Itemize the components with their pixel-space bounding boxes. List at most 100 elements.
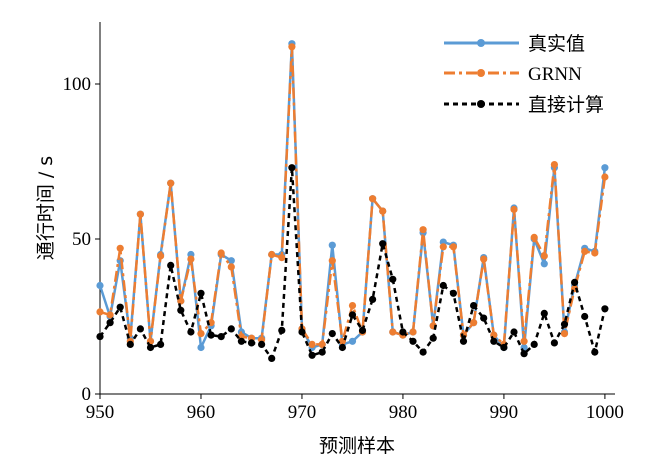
data-point-grnn	[540, 252, 548, 260]
data-point-grnn	[106, 311, 114, 319]
data-point-grnn	[439, 243, 447, 251]
data-point-actual	[540, 260, 548, 268]
data-point-grnn	[419, 226, 427, 234]
data-point-direct	[328, 330, 336, 338]
data-point-direct	[197, 289, 205, 297]
legend-label-grnn: GRNN	[528, 64, 582, 85]
data-point-grnn	[530, 233, 538, 241]
data-point-grnn	[601, 173, 609, 181]
data-point-direct	[571, 278, 579, 286]
x-ticks: 950 960 970 980 990 1000	[86, 394, 624, 423]
data-point-grnn	[167, 179, 175, 187]
data-point-grnn	[197, 330, 205, 338]
data-point-grnn	[288, 43, 296, 51]
data-point-direct	[237, 337, 245, 345]
data-point-direct	[480, 314, 488, 322]
data-point-direct	[207, 331, 215, 339]
data-point-grnn	[449, 243, 457, 251]
data-point-grnn	[187, 255, 195, 263]
x-tick-label: 990	[490, 402, 519, 423]
data-point-actual	[601, 164, 609, 172]
data-point-direct	[146, 343, 155, 352]
data-point-direct	[591, 348, 599, 356]
data-point-grnn	[136, 210, 144, 218]
data-point-grnn	[550, 161, 559, 169]
series-direct	[96, 164, 609, 362]
legend-background	[434, 28, 624, 128]
data-point-direct	[298, 328, 306, 336]
data-point-actual	[328, 241, 336, 249]
data-point-direct	[369, 295, 377, 303]
data-point-direct	[187, 328, 195, 336]
data-point-grnn	[591, 249, 599, 257]
data-point-direct	[530, 340, 538, 348]
data-point-direct	[409, 337, 417, 345]
data-point-direct	[318, 348, 326, 356]
x-tick-label: 980	[389, 402, 418, 423]
data-point-direct	[510, 328, 518, 336]
x-tick-label: 1000	[586, 402, 624, 423]
y-axis-title: 通行时间 / s	[35, 156, 57, 260]
data-point-grnn	[369, 195, 377, 203]
data-point-direct	[581, 312, 589, 321]
series-layer	[96, 40, 609, 362]
data-point-direct	[227, 325, 235, 333]
data-point-direct	[490, 337, 498, 345]
legend-marker-actual	[477, 39, 485, 47]
data-point-direct	[278, 326, 286, 334]
legend-marker-direct	[477, 100, 485, 108]
data-point-direct	[449, 289, 457, 297]
data-point-grnn	[227, 263, 235, 271]
data-point-direct	[358, 326, 367, 334]
data-point-direct	[136, 325, 144, 333]
data-point-direct	[439, 281, 447, 290]
data-point-direct	[459, 337, 468, 345]
series-line-direct	[98, 166, 607, 360]
data-point-grnn	[389, 328, 397, 336]
data-point-grnn	[510, 205, 518, 214]
legend-marker-grnn	[477, 69, 485, 77]
data-point-grnn	[560, 330, 569, 338]
data-point-grnn	[116, 244, 124, 252]
data-point-grnn	[581, 247, 589, 255]
data-point-direct	[157, 340, 165, 348]
data-point-grnn	[379, 207, 387, 215]
data-point-direct	[217, 333, 225, 341]
data-point-actual	[96, 281, 104, 290]
data-point-grnn	[217, 249, 225, 257]
data-point-direct	[247, 339, 256, 347]
data-point-actual	[227, 257, 235, 265]
data-point-direct	[268, 354, 276, 362]
data-point-direct	[177, 306, 185, 314]
y-tick-label: 100	[63, 74, 92, 95]
data-point-direct	[601, 305, 609, 313]
y-ticks: 0 50 100	[63, 74, 100, 405]
data-point-direct	[470, 302, 478, 310]
data-point-direct	[379, 240, 387, 248]
legend: 真实值 GRNN 直接计算	[434, 28, 624, 128]
y-tick-label: 50	[72, 229, 91, 250]
data-point-grnn	[328, 257, 336, 265]
data-point-direct	[389, 275, 397, 283]
data-point-grnn	[348, 302, 357, 310]
data-point-grnn	[470, 319, 478, 327]
data-point-grnn	[308, 340, 316, 348]
x-tick-label: 960	[187, 402, 216, 423]
data-point-grnn	[520, 337, 528, 345]
data-point-direct	[167, 261, 175, 269]
data-point-grnn	[480, 255, 488, 263]
data-point-direct	[399, 328, 407, 336]
data-point-direct	[116, 303, 124, 311]
data-point-grnn	[278, 254, 286, 262]
data-point-direct	[106, 319, 114, 327]
x-axis-title: 预测样本	[319, 435, 395, 457]
data-point-direct	[560, 320, 569, 328]
data-point-direct	[96, 333, 104, 341]
y-tick-label: 0	[82, 384, 92, 405]
data-point-direct	[338, 343, 346, 352]
data-point-grnn	[318, 340, 326, 348]
x-tick-label: 970	[288, 402, 317, 423]
data-point-direct	[429, 334, 437, 342]
data-point-direct	[288, 164, 296, 172]
